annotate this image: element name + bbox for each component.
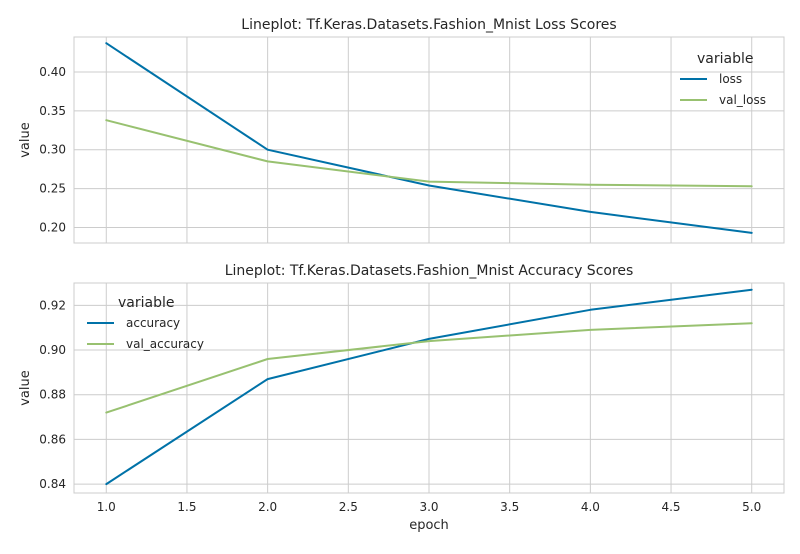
chart-title: Lineplot: Tf.Keras.Datasets.Fashion_Mnis… xyxy=(241,17,616,33)
series-line-accuracy xyxy=(105,288,753,486)
y-tick-label: 0.88 xyxy=(39,388,66,402)
series-line-val_loss xyxy=(105,119,753,188)
y-tick-label: 0.35 xyxy=(39,104,66,118)
y-axis-label: value xyxy=(18,370,33,406)
legend-label: val_accuracy xyxy=(126,337,204,351)
x-tick-label: 4.5 xyxy=(661,500,680,514)
x-tick-label: 1.0 xyxy=(97,500,116,514)
x-axis-label: epoch xyxy=(409,518,449,533)
y-tick-label: 0.92 xyxy=(39,298,66,312)
plot-frame xyxy=(73,282,785,494)
x-tick-label: 2.5 xyxy=(339,500,358,514)
legend-title: variable xyxy=(697,51,753,67)
y-tick-label: 0.84 xyxy=(39,477,66,491)
series-line-val_accuracy xyxy=(105,322,753,414)
x-tick-label: 3.0 xyxy=(419,500,438,514)
legend: variable accuracy val_accuracy xyxy=(87,295,204,351)
y-tick-label: 0.30 xyxy=(39,143,66,157)
x-tick-label: 4.0 xyxy=(581,500,600,514)
y-tick-label: 0.40 xyxy=(39,65,66,79)
series-line-loss xyxy=(105,42,753,234)
y-tick-label: 0.90 xyxy=(39,343,66,357)
y-axis-label: value xyxy=(18,122,33,158)
x-tick-label: 3.5 xyxy=(500,500,519,514)
y-tick-label: 0.86 xyxy=(39,432,66,446)
subplot-2: 1.0 1.5 2.0 2.5 3.0 3.5 4.0 4.5 5.0 0.84 0.86 0.88 0… xyxy=(18,263,785,533)
x-tick-label: 5.0 xyxy=(742,500,761,514)
legend-title: variable xyxy=(118,295,174,311)
subplot-1: 0.20 0.25 0.30 0.35 0.40 Lineplot: Tf.Keras.D… xyxy=(18,17,785,244)
legend-label: accuracy xyxy=(126,316,180,330)
y-tick-label: 0.20 xyxy=(39,220,66,234)
x-tick-label: 2.0 xyxy=(258,500,277,514)
legend: variable loss val_loss xyxy=(680,51,766,107)
legend-label: loss xyxy=(719,72,742,86)
y-tick-label: 0.25 xyxy=(39,182,66,196)
chart-title: Lineplot: Tf.Keras.Datasets.Fashion_Mnis… xyxy=(225,263,634,279)
x-tick-label: 1.5 xyxy=(177,500,196,514)
plot-frame xyxy=(73,36,785,244)
legend-label: val_loss xyxy=(719,93,766,107)
